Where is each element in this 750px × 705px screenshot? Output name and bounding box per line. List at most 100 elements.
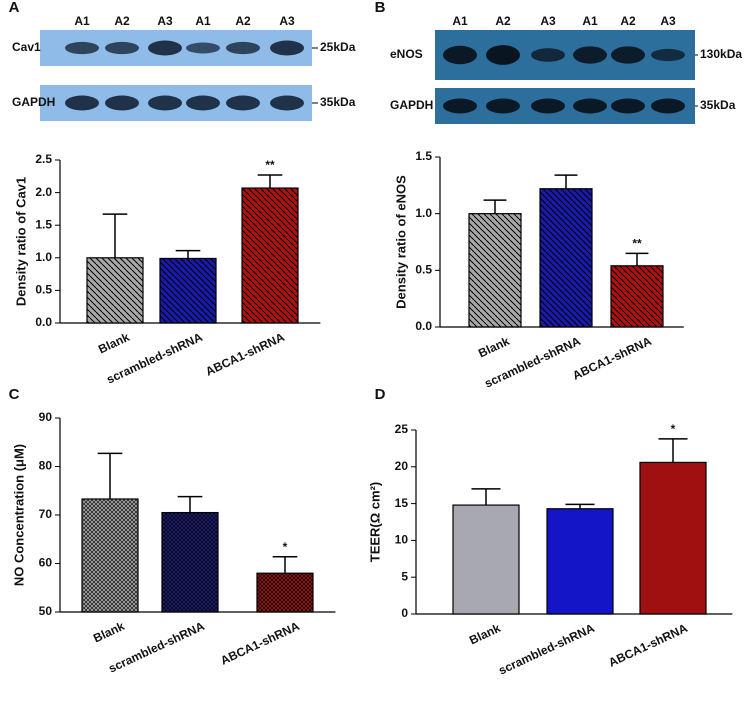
x-tick-label: Blank	[476, 334, 512, 361]
panel-letter: C	[9, 386, 20, 403]
y-tick-label: 0.0	[35, 315, 52, 329]
blot-band	[611, 46, 645, 64]
blot-band	[651, 48, 685, 62]
significance-label: *	[671, 422, 676, 436]
y-tick-label: 50	[39, 604, 53, 618]
blot-band	[611, 98, 645, 114]
error-bar	[175, 249, 201, 259]
bar	[452, 504, 520, 615]
bar	[86, 257, 144, 324]
y-tick-label: 70	[39, 507, 53, 521]
lane-label: A3	[157, 14, 173, 28]
panel-letter: B	[375, 0, 386, 16]
lane-label: A2	[235, 14, 251, 28]
panel-letter: D	[375, 386, 386, 403]
blot-band	[573, 46, 607, 64]
blot-label: GAPDH	[390, 98, 433, 112]
blot-band	[186, 95, 220, 111]
bar	[241, 187, 299, 324]
y-axis-label: TEER(Ω cm²)	[367, 482, 382, 562]
lane-label: A2	[114, 14, 130, 28]
error-bar	[565, 503, 595, 509]
bar	[546, 508, 614, 615]
size-label: 35kDa	[700, 98, 736, 112]
lane-label: A1	[195, 14, 211, 28]
blot-band	[226, 41, 260, 55]
x-tick-label: ABCA1-shRNA	[606, 621, 690, 670]
blot-band	[270, 40, 304, 56]
y-axis-label: Density ratio of Cav1	[13, 177, 28, 306]
lane-label: A2	[620, 14, 636, 28]
blot-label: GAPDH	[12, 95, 55, 109]
significance-label: **	[632, 237, 642, 251]
blot-label: Cav1	[12, 40, 41, 54]
x-tick-label: ABCA1-shRNA	[570, 334, 654, 383]
blot-band	[531, 48, 565, 62]
lane-label: A1	[74, 14, 90, 28]
y-axis-label: Density ratio of eNOS	[393, 175, 408, 309]
x-tick-label: scrambled-shRNA	[496, 621, 597, 678]
x-tick-label: Blank	[96, 330, 132, 357]
y-tick-label: 1.0	[415, 206, 432, 220]
y-tick-label: 0	[401, 606, 408, 620]
y-tick-label: 5	[401, 569, 408, 583]
error-bar	[177, 495, 203, 513]
lane-label: A2	[495, 14, 511, 28]
y-tick-label: 2.5	[35, 152, 52, 166]
blot-band	[65, 41, 99, 55]
blot-band	[226, 95, 260, 111]
error-bar	[658, 438, 688, 463]
blot-band	[105, 95, 139, 111]
bar	[468, 213, 522, 328]
error-bar	[554, 174, 578, 189]
bar	[539, 188, 593, 328]
y-tick-label: 1.5	[35, 217, 52, 231]
blot-band	[486, 45, 520, 65]
y-tick-label: 0.0	[415, 319, 432, 333]
blot-band	[443, 45, 477, 65]
y-tick-label: 1.0	[35, 250, 52, 264]
blot-band	[531, 98, 565, 114]
size-label: 35kDa	[320, 95, 356, 109]
bar	[81, 498, 139, 613]
error-bar	[257, 174, 283, 189]
bar	[610, 265, 664, 328]
y-tick-label: 60	[39, 556, 53, 570]
blot-band	[573, 98, 607, 114]
blot-band	[486, 98, 520, 114]
x-tick-label: Blank	[467, 621, 503, 648]
y-tick-label: 25	[395, 422, 409, 436]
blot-band	[65, 95, 99, 111]
lane-label: A3	[660, 14, 676, 28]
blot-label: eNOS	[390, 47, 423, 61]
blot-band	[105, 41, 139, 55]
blot-band	[443, 98, 477, 114]
y-tick-label: 1.5	[415, 149, 432, 163]
bar	[159, 257, 217, 324]
bar	[639, 461, 707, 615]
error-bar	[471, 488, 501, 506]
error-bar	[272, 555, 298, 574]
bar	[256, 572, 314, 613]
error-bar	[625, 252, 649, 266]
size-label: 25kDa	[320, 40, 356, 54]
blot-band	[148, 40, 182, 56]
lane-label: A1	[452, 14, 468, 28]
lane-label: A3	[540, 14, 556, 28]
x-tick-label: ABCA1-shRNA	[218, 619, 302, 668]
blot-band	[651, 98, 685, 114]
blot-band	[270, 95, 304, 111]
y-tick-label: 20	[395, 459, 409, 473]
error-bar	[102, 213, 128, 258]
lane-label: A1	[582, 14, 598, 28]
error-bar	[483, 199, 507, 214]
y-tick-label: 0.5	[35, 283, 52, 297]
y-tick-label: 10	[395, 533, 409, 547]
y-tick-label: 2.0	[35, 185, 52, 199]
y-tick-label: 90	[39, 410, 53, 424]
blot-band	[148, 95, 182, 111]
y-tick-label: 15	[395, 496, 409, 510]
x-tick-label: ABCA1-shRNA	[203, 330, 287, 379]
bar	[161, 511, 219, 613]
